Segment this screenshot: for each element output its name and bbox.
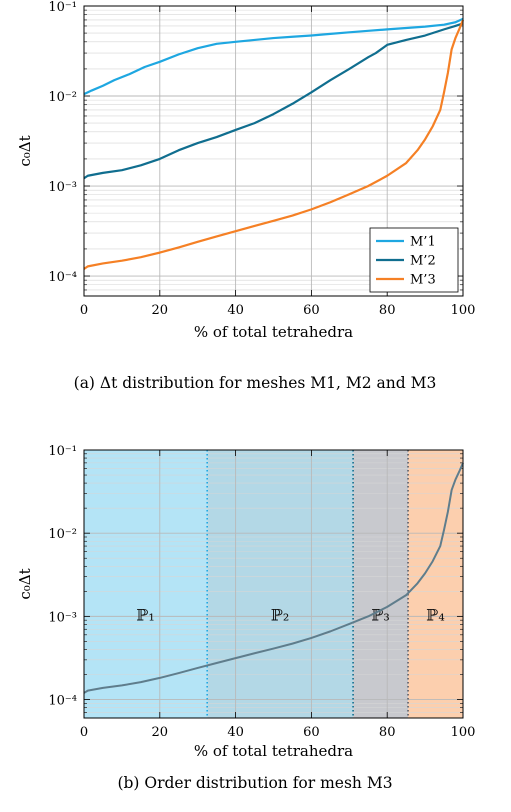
x-axis-label: % of total tetrahedra (194, 742, 353, 760)
legend-label: M’1 (410, 235, 436, 250)
plot-frame (83, 449, 464, 719)
x-tick-label: 40 (227, 303, 244, 318)
chart-b: 10⁻⁴ 10⁻³ 10⁻² 10⁻¹ 0 20 40 60 80 100 ℙ₁ ℙ₂ ℙ₃ ℙ₄ % of… (16, 444, 475, 792)
legend-label: M’2 (410, 254, 436, 269)
x-tick-label: 0 (80, 725, 88, 740)
region-2 (207, 450, 354, 718)
y-tick-label: 10⁻¹ (48, 444, 77, 459)
y-axis-label: c₀Δt (16, 568, 34, 599)
x-tick-label: 60 (303, 303, 320, 318)
x-tick-label: 0 (80, 303, 88, 318)
y-tick-label: 10⁻² (48, 527, 77, 542)
region-label: ℙ₂ (271, 605, 289, 624)
region-3 (353, 450, 409, 718)
series-line-1 (83, 462, 464, 694)
x-tick-label: 100 (451, 725, 476, 740)
x-tick-label: 80 (379, 303, 396, 318)
x-tick-label: 40 (227, 725, 244, 740)
figure-caption: (b) Order distribution for mesh M3 (117, 774, 392, 792)
x-tick-label: 60 (303, 725, 320, 740)
x-axis-label: % of total tetrahedra (194, 323, 353, 341)
y-tick-label: 10⁻³ (48, 610, 77, 625)
y-axis-label: c₀Δt (16, 135, 34, 166)
y-tick-label: 10⁻⁴ (48, 694, 77, 709)
y-tick-label: 10⁻³ (48, 180, 77, 195)
series-line-3 (83, 19, 465, 270)
y-tick-label: 10⁻⁴ (48, 270, 77, 285)
y-tick-label: 10⁻¹ (48, 0, 77, 15)
series-line-2 (83, 22, 464, 180)
x-tick-label: 100 (451, 303, 476, 318)
region-label: ℙ₄ (426, 605, 444, 624)
region-1 (84, 450, 208, 718)
y-tick-label: 10⁻² (48, 90, 77, 105)
region-label: ℙ₁ (136, 605, 154, 624)
x-tick-label: 80 (379, 725, 396, 740)
region-label: ℙ₃ (371, 605, 389, 624)
plot-frame (83, 5, 464, 297)
series-line-1 (83, 17, 464, 96)
x-tick-label: 20 (152, 725, 169, 740)
figure-caption: (a) Δt distribution for meshes M1, M2 an… (74, 374, 437, 392)
x-tick-label: 20 (152, 303, 169, 318)
legend-label: M’3 (410, 273, 436, 288)
chart-a: 10⁻⁴ 10⁻³ 10⁻² 10⁻¹ 0 20 40 60 80 100 M’1 M’2 M’3 % o… (16, 0, 475, 392)
